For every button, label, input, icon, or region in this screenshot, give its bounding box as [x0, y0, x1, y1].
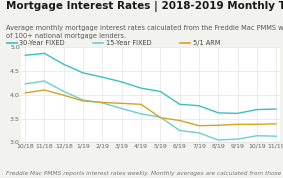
Text: 30-Year FIXED: 30-Year FIXED	[19, 40, 65, 46]
Text: Mortgage Interest Rates | 2018-2019 Monthly Trends: Mortgage Interest Rates | 2018-2019 Mont…	[6, 1, 283, 12]
Text: 15-Year FIXED: 15-Year FIXED	[106, 40, 152, 46]
Text: Freddie Mac PMMS reports interest rates weekly. Monthly averages are calculated : Freddie Mac PMMS reports interest rates …	[6, 171, 283, 176]
Text: 5/1 ARM: 5/1 ARM	[193, 40, 221, 46]
Text: Average monthly mortgage interest rates calculated from the Freddie Mac PMMS wee: Average monthly mortgage interest rates …	[6, 25, 283, 39]
